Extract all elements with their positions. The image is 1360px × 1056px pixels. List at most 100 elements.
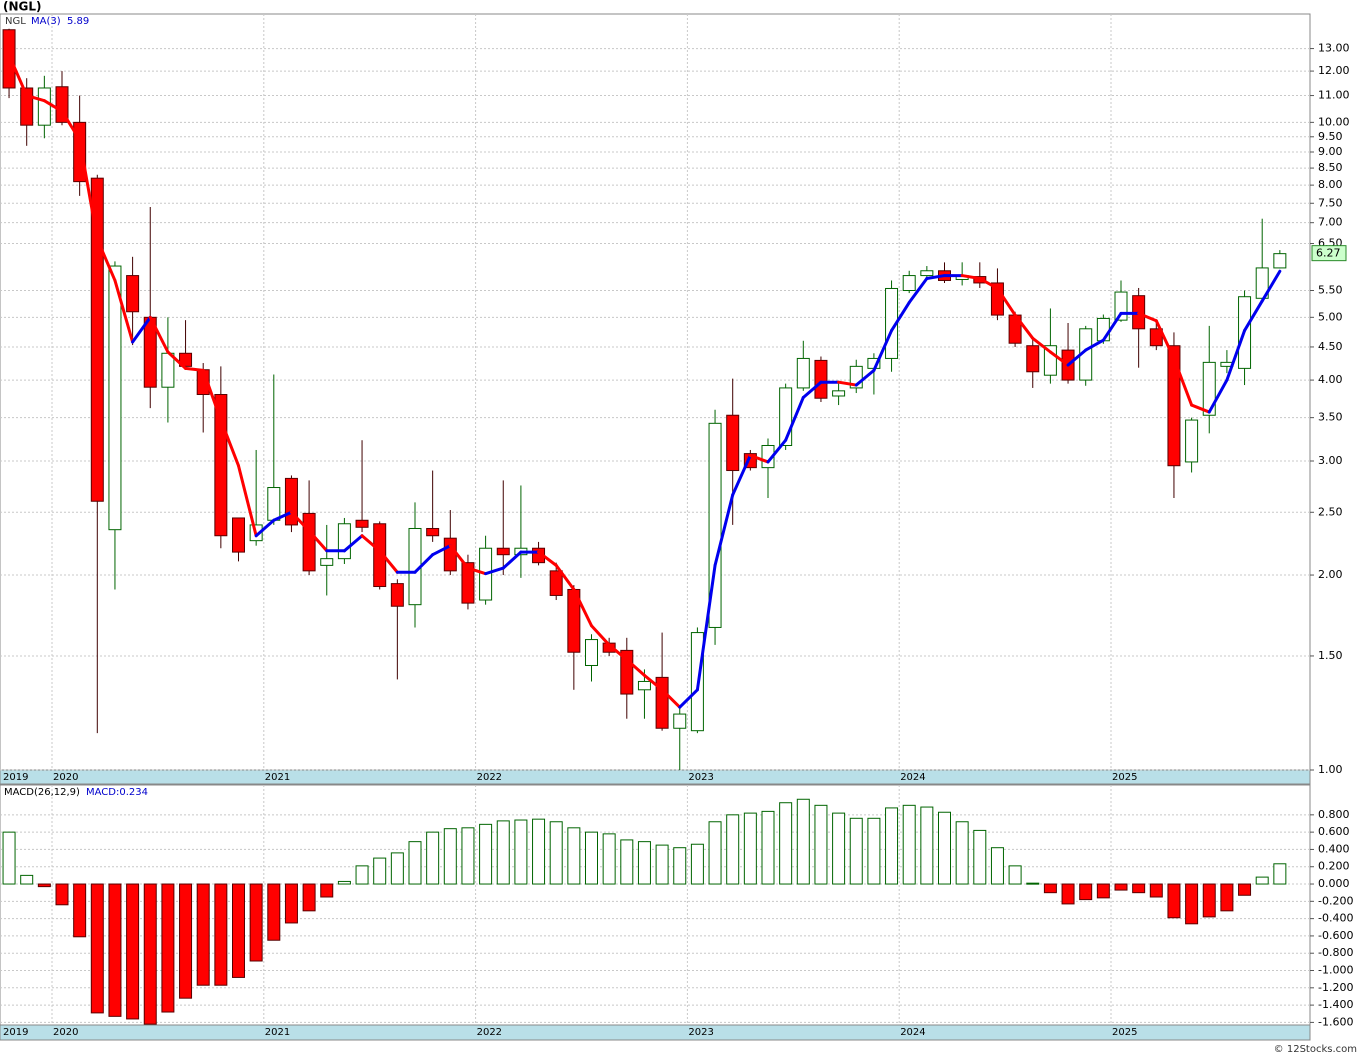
y-tick-label: -0.600 bbox=[1318, 929, 1353, 942]
y-tick-label: 8.00 bbox=[1318, 178, 1343, 191]
symbol-label: NGL bbox=[5, 16, 26, 27]
date-strip bbox=[0, 769, 1311, 785]
macd-bar bbox=[567, 827, 581, 885]
y-tick-label: -0.400 bbox=[1318, 912, 1353, 925]
macd-bar bbox=[284, 883, 298, 924]
ma-line bbox=[237, 464, 258, 538]
candle-body bbox=[549, 570, 563, 596]
macd-bar bbox=[196, 883, 210, 986]
x-tick-label: 2022 bbox=[477, 772, 502, 783]
macd-bar bbox=[1149, 883, 1163, 898]
ma-line bbox=[113, 278, 135, 344]
macd-bar bbox=[1220, 883, 1234, 912]
ma-line bbox=[78, 138, 99, 241]
ma-line bbox=[501, 550, 523, 570]
macd-bar bbox=[179, 883, 193, 999]
macd-bar bbox=[708, 821, 722, 885]
ma-line bbox=[166, 350, 188, 370]
ma-line bbox=[625, 658, 646, 677]
macd-bar bbox=[479, 823, 493, 885]
candle-body bbox=[232, 517, 245, 553]
ma-line bbox=[907, 276, 929, 305]
ma-line bbox=[590, 624, 611, 647]
macd-bar bbox=[814, 804, 828, 885]
candle-body bbox=[902, 275, 916, 292]
macd-bar bbox=[726, 814, 740, 885]
ma-line bbox=[60, 109, 82, 142]
macd-bar bbox=[1079, 883, 1093, 901]
ma-line bbox=[1225, 329, 1247, 382]
ma-line bbox=[995, 286, 1017, 317]
ma-line bbox=[1066, 348, 1088, 367]
ma-line bbox=[801, 380, 823, 399]
ma-legend: MA(3) bbox=[31, 16, 61, 27]
x-tick-label: 2022 bbox=[477, 1027, 502, 1038]
macd-bar bbox=[673, 847, 687, 885]
candle-body bbox=[673, 713, 687, 729]
y-tick-label: 2.00 bbox=[1318, 568, 1343, 581]
candle-body bbox=[585, 639, 598, 666]
macd-bar bbox=[585, 831, 598, 885]
y-tick-label: 9.00 bbox=[1318, 145, 1343, 158]
macd-bar bbox=[990, 847, 1004, 885]
ma-line bbox=[678, 688, 699, 709]
macd-bar bbox=[1255, 876, 1269, 885]
ma-line bbox=[42, 99, 64, 113]
macd-bar bbox=[249, 883, 263, 962]
y-tick-label: 0.400 bbox=[1318, 842, 1350, 855]
y-tick-label: 4.00 bbox=[1318, 373, 1343, 386]
macd-bar bbox=[549, 821, 563, 885]
ma-line bbox=[1013, 313, 1035, 340]
macd-bar bbox=[20, 874, 34, 885]
ma-line bbox=[378, 549, 399, 574]
y-tick-label: -0.800 bbox=[1318, 946, 1353, 959]
ma-current: 5.89 bbox=[67, 16, 89, 27]
candle-body bbox=[1185, 419, 1199, 463]
macd-bar bbox=[373, 857, 387, 885]
y-tick-label: -1.400 bbox=[1318, 998, 1353, 1011]
macd-bar bbox=[637, 841, 651, 885]
candle-body bbox=[90, 177, 104, 502]
y-tick-label: 5.50 bbox=[1318, 284, 1343, 297]
macd-bar bbox=[779, 802, 793, 885]
x-tick-label: 2024 bbox=[900, 1027, 925, 1038]
ma-line bbox=[413, 553, 435, 574]
macd-bar bbox=[1043, 883, 1057, 894]
macd-bar bbox=[532, 818, 546, 885]
macd-bar bbox=[832, 812, 846, 885]
y-tick-label: 13.00 bbox=[1318, 42, 1350, 55]
ma-line bbox=[289, 510, 311, 533]
macd-bar bbox=[1026, 882, 1040, 885]
x-tick-label: 2025 bbox=[1112, 1027, 1137, 1038]
ma-line bbox=[307, 529, 329, 553]
ma-line bbox=[360, 534, 382, 553]
macd-bar bbox=[849, 817, 863, 885]
macd-bar bbox=[1096, 883, 1110, 899]
ma-line bbox=[1154, 319, 1176, 360]
y-tick-label: 12.00 bbox=[1318, 64, 1350, 77]
macd-bar bbox=[408, 841, 422, 885]
candle-body bbox=[637, 680, 651, 691]
y-tick-label: 11.00 bbox=[1318, 89, 1350, 102]
macd-bar bbox=[1238, 883, 1252, 896]
macd-bar bbox=[426, 831, 440, 885]
y-tick-label: 0.200 bbox=[1318, 860, 1350, 873]
ma-line bbox=[184, 366, 205, 372]
x-tick-label: 2019 bbox=[3, 1027, 28, 1038]
macd-bar bbox=[90, 883, 104, 1014]
macd-bar bbox=[867, 817, 881, 885]
y-tick-label: 7.00 bbox=[1318, 216, 1343, 229]
macd-panel bbox=[0, 784, 1311, 1026]
ma-line bbox=[660, 688, 682, 709]
y-tick-label: 5.00 bbox=[1318, 310, 1343, 323]
ma-line bbox=[890, 301, 911, 333]
ma-line bbox=[854, 368, 876, 387]
macd-bar bbox=[2, 831, 16, 885]
ma-line bbox=[554, 563, 576, 591]
y-tick-label: 0.600 bbox=[1318, 825, 1350, 838]
ma-line bbox=[484, 566, 505, 576]
ma-line bbox=[1260, 269, 1282, 303]
ma-line bbox=[1243, 299, 1264, 333]
grid bbox=[0, 14, 1310, 1025]
ma-line bbox=[431, 544, 452, 557]
